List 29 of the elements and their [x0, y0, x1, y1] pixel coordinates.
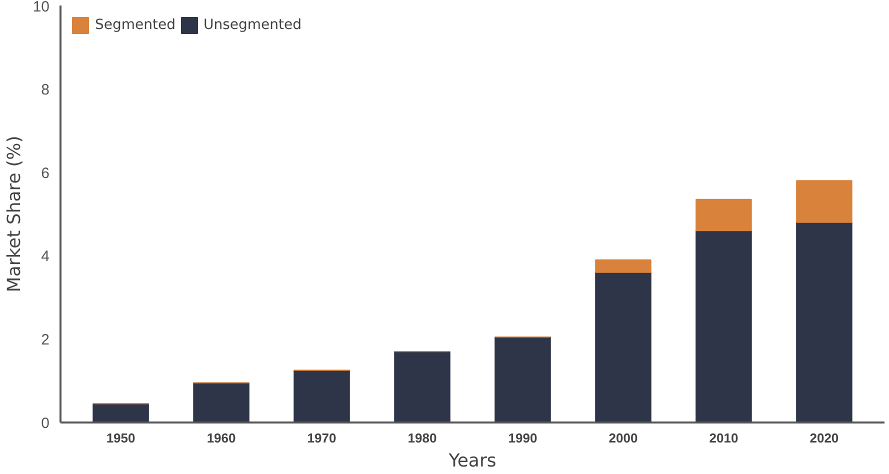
bar — [294, 370, 350, 422]
bar — [92, 403, 149, 422]
bar — [696, 230, 752, 422]
x-axis-title: Years — [448, 450, 496, 472]
bar — [595, 272, 652, 422]
x-tick-label: 1990 — [508, 430, 538, 446]
bar — [494, 336, 551, 422]
x-tick-label: 1980 — [408, 430, 437, 446]
bar — [796, 222, 852, 422]
x-tick-label: 1950 — [106, 430, 136, 446]
y-tick-label: 2 — [41, 332, 50, 349]
y-tick-label: 8 — [41, 81, 50, 98]
x-tick-label: 1960 — [206, 430, 236, 446]
y-axis-title: Market Share (%) — [4, 136, 25, 292]
bar — [696, 198, 752, 232]
bar — [595, 259, 652, 273]
x-tick-label: 2010 — [709, 430, 738, 446]
legend-label: Segmented — [95, 17, 176, 33]
y-tick-label: 10 — [32, 0, 50, 16]
bar — [796, 180, 852, 223]
y-tick-label: 0 — [41, 415, 50, 432]
legend-label: Unsegmented — [204, 17, 302, 33]
y-tick-label: 4 — [41, 248, 50, 266]
bar — [394, 351, 450, 422]
x-tick-label: 1970 — [307, 430, 336, 446]
x-tick-label: 2020 — [810, 430, 839, 446]
bar — [193, 382, 250, 422]
y-tick-label: 6 — [41, 164, 50, 182]
x-tick-label: 2000 — [608, 430, 638, 446]
